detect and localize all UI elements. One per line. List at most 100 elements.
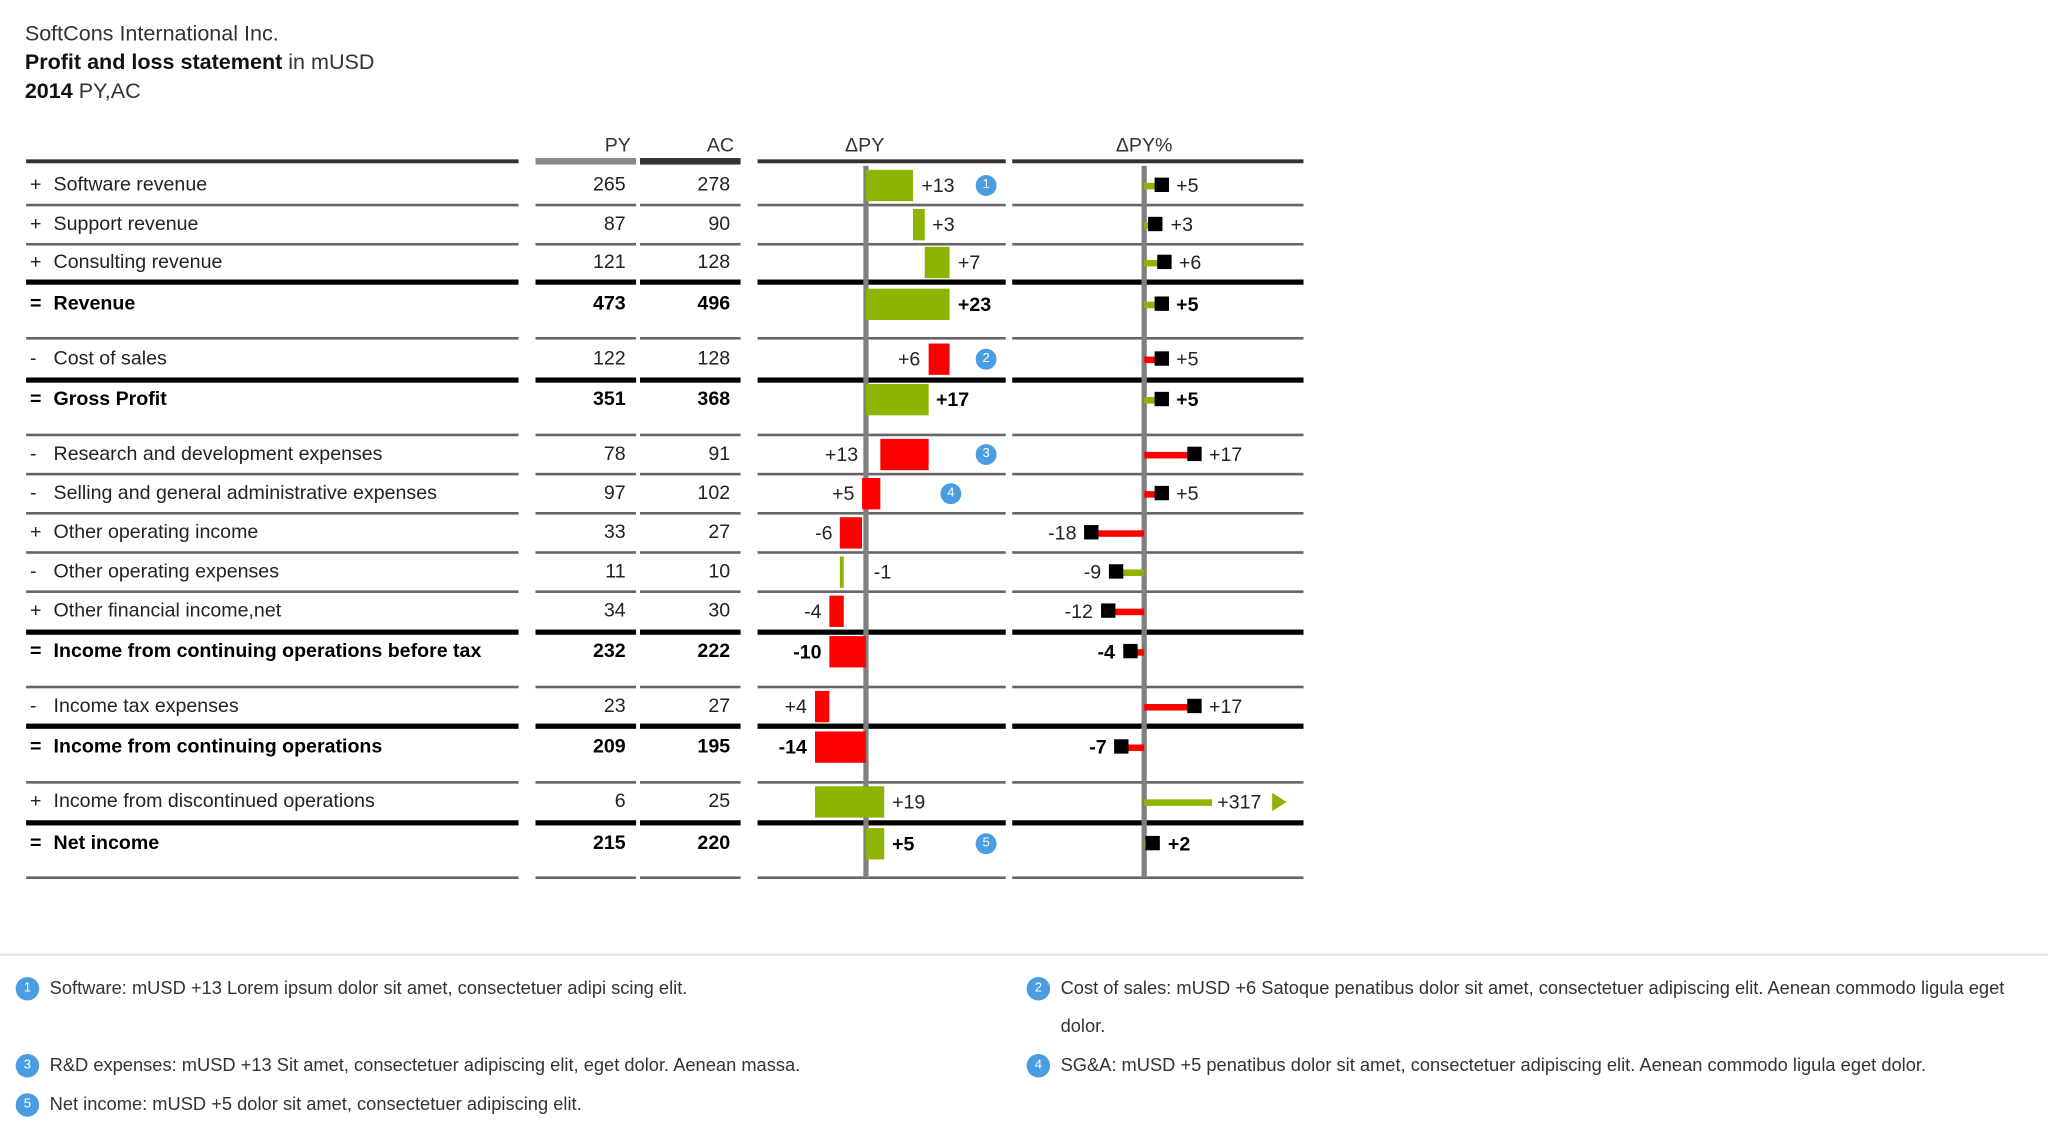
delta-pct-marker (1186, 698, 1202, 714)
delta-pct-label: +6 (1178, 252, 1202, 275)
row-separator (757, 433, 1006, 437)
row-separator (535, 511, 637, 515)
row-separator (1012, 820, 1304, 826)
delta-pct-marker (1153, 177, 1169, 192)
row-separator (757, 377, 1006, 383)
footnote-text: SG&A: mUSD +5 penatibus dolor sit amet, … (1060, 1054, 1927, 1075)
delta-py-bar (814, 690, 830, 723)
delta-py-label: +5 (892, 833, 915, 856)
py-value: 265 (592, 173, 626, 196)
row-sign: + (30, 173, 42, 196)
row-separator (757, 472, 1006, 476)
row-separator (26, 242, 519, 246)
ac-value: 30 (708, 599, 731, 622)
row-separator (1012, 723, 1304, 729)
delta-pct-bar (1119, 569, 1145, 576)
row-label: Support revenue (53, 212, 199, 236)
row-separator (639, 820, 741, 826)
row-separator (535, 472, 637, 476)
delta-py-bar (865, 169, 914, 202)
delta-pct-label: +317 (1217, 791, 1262, 814)
ac-value: 25 (708, 790, 731, 813)
row-separator (535, 203, 637, 207)
row-separator (757, 551, 1006, 554)
row-separator (639, 723, 741, 729)
ac-value: 195 (697, 735, 731, 758)
delta-pct-marker (1153, 485, 1169, 501)
row-separator (757, 242, 1006, 246)
delta-pct-marker (1122, 643, 1138, 659)
delta-py-bar (924, 246, 951, 279)
row-label: Net income (53, 831, 160, 855)
row-label: Consulting revenue (53, 250, 223, 273)
row-separator (639, 590, 741, 593)
delta-pct-bar (1133, 649, 1145, 656)
header-rule-ac (639, 158, 741, 165)
delta-pct-label: +5 (1176, 293, 1199, 317)
delta-pct-marker (1148, 216, 1163, 232)
row-separator (639, 781, 741, 784)
delta-py-bar (814, 731, 866, 763)
footnote-text: R&D expenses: mUSD +13 Sit amet, consect… (49, 1054, 801, 1075)
row-label: Other operating income (53, 521, 259, 544)
row-separator (639, 629, 741, 635)
delta-pct-bar (1144, 491, 1158, 498)
footnote-marker-4: 4 (940, 483, 962, 505)
row-separator (1012, 685, 1304, 689)
header-rule (26, 159, 519, 164)
row-sign: - (30, 560, 37, 583)
row-separator (1012, 781, 1304, 784)
delta-pct-bar (1144, 397, 1158, 404)
row-separator (757, 685, 1006, 689)
row-separator (26, 551, 519, 554)
py-value: 122 (592, 347, 626, 370)
py-value: 78 (603, 442, 626, 465)
delta-pct-label: -9 (1083, 561, 1102, 584)
row-separator (757, 781, 1006, 784)
delta-pct-bar (1124, 744, 1145, 752)
delta-py-bar (829, 595, 844, 627)
delta-pct-bar (1144, 451, 1191, 459)
delta-py-label: +23 (957, 293, 992, 317)
row-separator (26, 472, 519, 476)
row-separator (639, 511, 741, 515)
footnote-text: Cost of sales: mUSD +6 Satoque penatibus… (1060, 976, 2005, 1036)
delta-py-label: -10 (793, 641, 822, 664)
row-label: Income from continuing operations before… (53, 639, 482, 663)
delta-py-label: +4 (784, 696, 807, 719)
row-separator (535, 590, 637, 593)
delta-pct-bar (1144, 799, 1213, 806)
row-separator (26, 820, 519, 826)
delta-pct-marker (1186, 446, 1202, 462)
header-ac: AC (706, 134, 735, 157)
row-label: Gross Profit (53, 387, 167, 411)
delta-pct-marker (1153, 296, 1169, 311)
delta-py-bar (865, 828, 885, 860)
delta-py-bar (840, 517, 863, 549)
delta-pct-bar (1144, 356, 1158, 364)
ac-value: 222 (697, 639, 731, 663)
delta-py-label: +7 (957, 252, 981, 275)
row-separator (1012, 472, 1304, 476)
footnote-text: Software: mUSD +13 Lorem ipsum dolor sit… (49, 976, 688, 998)
row-separator (1012, 551, 1304, 554)
row-separator (535, 433, 637, 437)
row-separator (535, 242, 637, 246)
row-separator (639, 876, 741, 880)
delta-pct-bar (1144, 259, 1161, 267)
delta-py-label: +19 (892, 791, 926, 814)
row-sign: + (30, 521, 42, 544)
py-value: 97 (603, 481, 626, 505)
ac-value: 91 (708, 442, 731, 465)
row-separator (639, 685, 741, 689)
row-label: Revenue (53, 292, 136, 315)
row-separator (535, 781, 637, 784)
row-sign: = (30, 831, 42, 855)
delta-py-bar (865, 288, 951, 320)
row-separator (639, 433, 741, 437)
row-separator (26, 336, 519, 340)
report-title-bold: Profit and loss statement (24, 50, 283, 75)
footnote-marker-5: 5 (975, 833, 997, 855)
row-sign: + (30, 790, 42, 813)
row-separator (535, 551, 637, 554)
